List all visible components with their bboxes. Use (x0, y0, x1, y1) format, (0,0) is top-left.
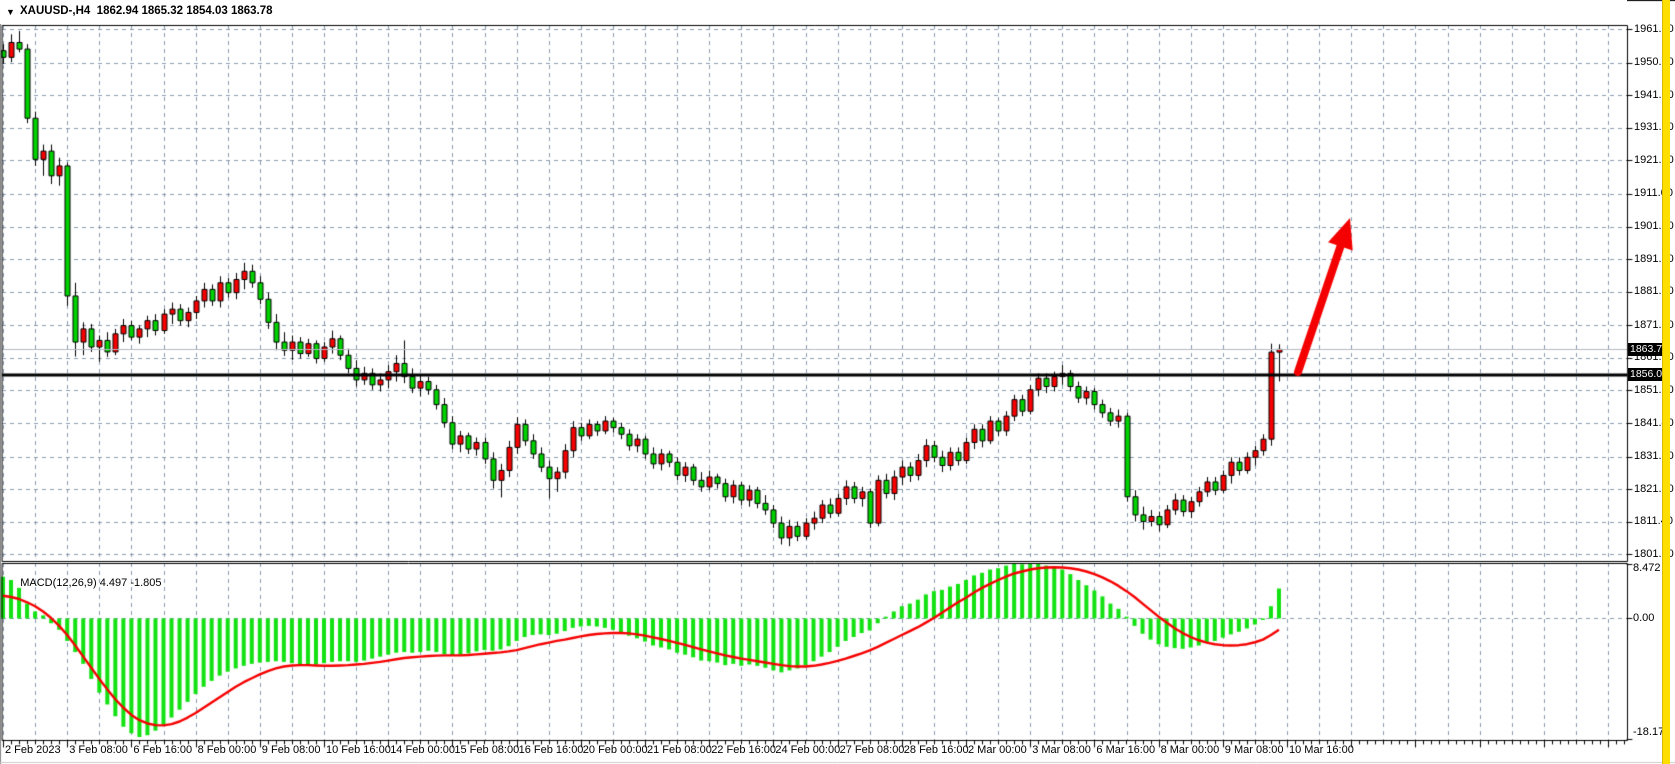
time-axis-label: 3 Mar 08:00 (1032, 744, 1091, 756)
current-price-badge: 1863.78 (1628, 342, 1668, 356)
macd-signal-value: -1.805 (130, 577, 162, 589)
time-axis-label: 10 Feb 16:00 (326, 744, 391, 756)
time-axis-label: 28 Feb 16:00 (903, 744, 969, 756)
time-axis-label: 21 Feb 08:00 (647, 744, 712, 756)
time-axis-label: 27 Feb 08:00 (839, 744, 905, 756)
highlight-strip (1662, 0, 1670, 764)
time-axis-label: 20 Feb 00:00 (582, 744, 648, 756)
time-axis-label: 14 Feb 00:00 (390, 744, 456, 756)
macd-main-value: 4.497 (99, 577, 128, 589)
macd-axis-min-label: -18.176 (1633, 726, 1671, 738)
hline-price-badge: 1856.00 (1628, 368, 1668, 382)
macd-indicator-label: MACD(12,26,9) 4.497 -1.805 (8, 565, 162, 601)
macd-name: MACD(12,26,9) (20, 577, 97, 589)
time-axis-label: 2 Feb 2023 (5, 744, 61, 756)
time-axis-label: 3 Feb 08:00 (69, 744, 128, 756)
macd-axis-zero-label: 0.00 (1633, 612, 1655, 624)
time-axis-label: 6 Mar 16:00 (1096, 744, 1156, 756)
macd-axis-max-label: 8.472 (1633, 562, 1661, 574)
time-axis-label: 8 Feb 00:00 (197, 744, 257, 756)
time-axis-label: 9 Mar 08:00 (1224, 744, 1284, 756)
time-axis-label: 22 Feb 16:00 (711, 744, 777, 756)
time-axis-label: 6 Feb 16:00 (133, 744, 193, 756)
time-axis-label: 15 Feb 08:00 (454, 744, 520, 756)
time-axis-label: 16 Feb 16:00 (518, 744, 584, 756)
time-axis-label: 8 Mar 00:00 (1160, 744, 1220, 756)
time-axis-label: 10 Mar 16:00 (1289, 744, 1354, 756)
chart-title-bar: ▼ XAUUSD-,H4 1862.94 1865.32 1854.03 186… (0, 0, 1627, 24)
symbol-dropdown-icon[interactable]: ▼ (6, 7, 15, 17)
time-axis-label: 24 Feb 00:00 (775, 744, 841, 756)
chart-title-ohlc: XAUUSD-,H4 1862.94 1865.32 1854.03 1863.… (20, 5, 273, 17)
time-axis-label: 9 Feb 08:00 (261, 744, 321, 756)
time-axis-label: 2 Mar 00:00 (968, 744, 1027, 756)
